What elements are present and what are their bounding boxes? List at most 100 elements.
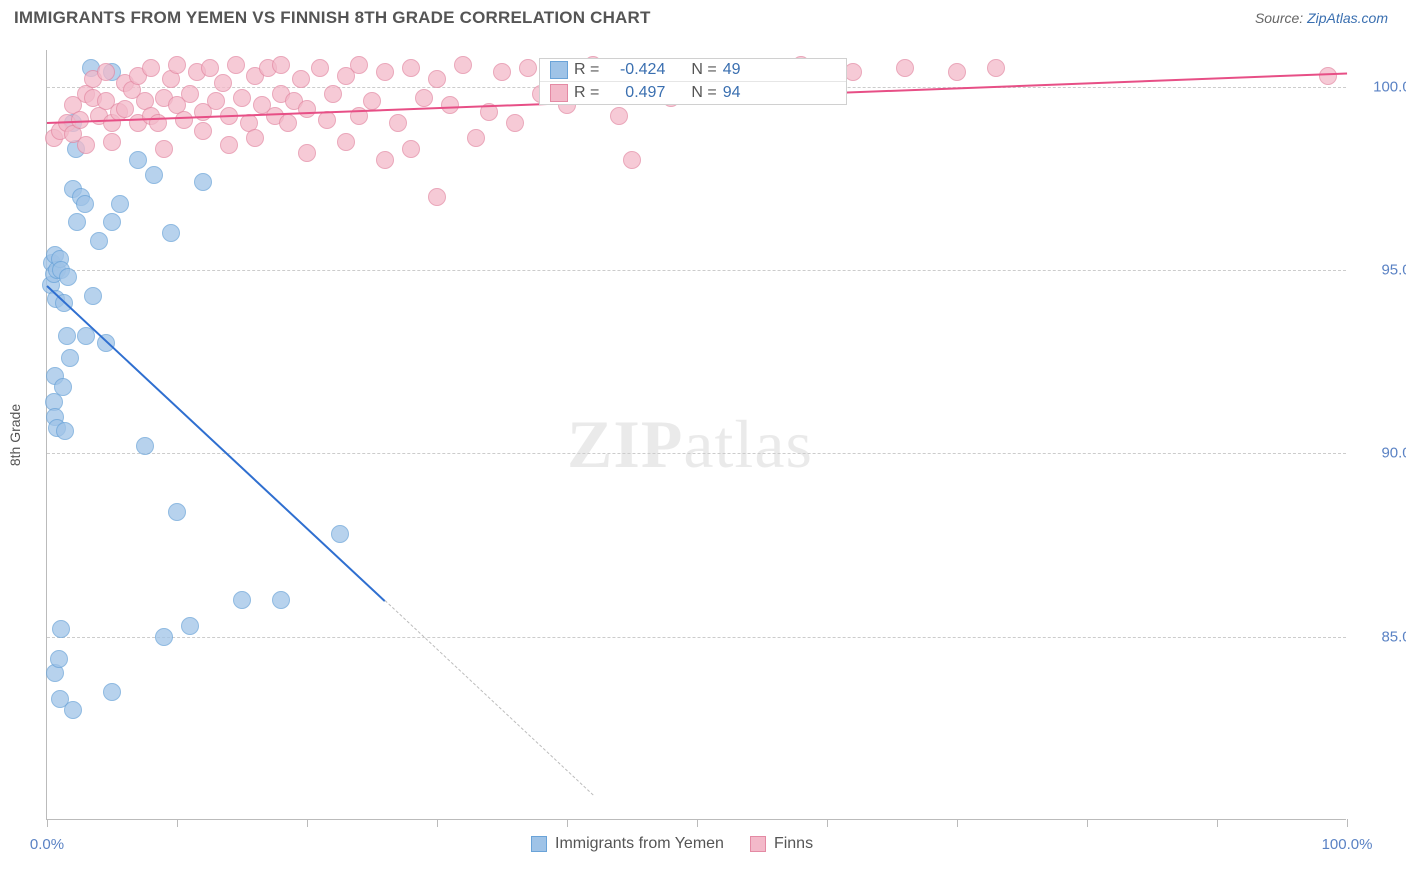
data-point — [233, 591, 251, 609]
data-point — [142, 59, 160, 77]
r-value: -0.424 — [605, 61, 665, 79]
data-point — [610, 107, 628, 125]
correlation-legend-row: R =0.497N =94 — [540, 81, 846, 104]
data-point — [162, 224, 180, 242]
data-point — [389, 114, 407, 132]
data-point — [279, 114, 297, 132]
data-point — [402, 59, 420, 77]
data-point — [58, 327, 76, 345]
data-point — [116, 100, 134, 118]
data-point — [292, 70, 310, 88]
source-prefix: Source: — [1255, 10, 1307, 26]
x-tick — [1217, 819, 1218, 827]
data-point — [272, 591, 290, 609]
data-point — [227, 56, 245, 74]
r-label: R = — [574, 84, 599, 102]
n-value: 49 — [723, 61, 741, 79]
data-point — [155, 140, 173, 158]
data-point — [103, 683, 121, 701]
data-point — [324, 85, 342, 103]
data-point — [68, 213, 86, 231]
plot-wrapper: 8th Grade ZIPatlas 85.0%90.0%95.0%100.0%… — [46, 50, 1346, 820]
data-point — [194, 122, 212, 140]
data-point — [97, 334, 115, 352]
y-tick-label: 85.0% — [1354, 628, 1406, 645]
data-point — [84, 287, 102, 305]
data-point — [441, 96, 459, 114]
chart-title: IMMIGRANTS FROM YEMEN VS FINNISH 8TH GRA… — [14, 8, 651, 27]
n-value: 94 — [723, 84, 741, 102]
x-tick — [47, 819, 48, 827]
x-tick — [697, 819, 698, 827]
correlation-legend: R =-0.424N =49R =0.497N =94 — [539, 58, 847, 105]
data-point — [90, 232, 108, 250]
y-tick-label: 100.0% — [1354, 78, 1406, 95]
n-label: N = — [691, 61, 716, 79]
legend-series-label: Finns — [774, 835, 813, 853]
data-point — [623, 151, 641, 169]
x-tick — [307, 819, 308, 827]
data-point — [136, 437, 154, 455]
data-point — [97, 63, 115, 81]
data-point — [246, 129, 264, 147]
x-tick — [827, 819, 828, 827]
watermark-rest: atlas — [683, 406, 813, 482]
watermark: ZIPatlas — [567, 405, 813, 484]
data-point — [376, 63, 394, 81]
gridline-h — [47, 270, 1346, 271]
data-point — [155, 628, 173, 646]
data-point — [103, 133, 121, 151]
legend-swatch — [550, 61, 568, 79]
gridline-h — [47, 637, 1346, 638]
data-point — [233, 89, 251, 107]
gridline-h — [47, 453, 1346, 454]
data-point — [181, 85, 199, 103]
data-point — [145, 166, 163, 184]
y-tick-label: 90.0% — [1354, 445, 1406, 462]
data-point — [987, 59, 1005, 77]
data-point — [506, 114, 524, 132]
data-point — [77, 136, 95, 154]
data-point — [168, 56, 186, 74]
data-point — [54, 378, 72, 396]
data-point — [467, 129, 485, 147]
data-point — [56, 422, 74, 440]
data-point — [415, 89, 433, 107]
y-axis-title: 8th Grade — [7, 403, 23, 465]
data-point — [194, 173, 212, 191]
data-point — [181, 617, 199, 635]
trend-line — [46, 285, 385, 602]
x-tick — [437, 819, 438, 827]
x-tick — [1087, 819, 1088, 827]
data-point — [111, 195, 129, 213]
data-point — [363, 92, 381, 110]
x-tick-label: 0.0% — [30, 836, 64, 853]
data-point — [1319, 67, 1337, 85]
data-point — [298, 100, 316, 118]
data-point — [59, 268, 77, 286]
series-legend: Immigrants from Yemen Finns — [531, 835, 813, 853]
data-point — [220, 136, 238, 154]
data-point — [52, 620, 70, 638]
chart-header: IMMIGRANTS FROM YEMEN VS FINNISH 8TH GRA… — [0, 0, 1406, 44]
data-point — [493, 63, 511, 81]
r-label: R = — [574, 61, 599, 79]
data-point — [64, 701, 82, 719]
data-point — [454, 56, 472, 74]
data-point — [350, 56, 368, 74]
data-point — [61, 349, 79, 367]
data-point — [103, 213, 121, 231]
data-point — [76, 195, 94, 213]
data-point — [402, 140, 420, 158]
r-value: 0.497 — [605, 84, 665, 102]
plot-area: 8th Grade ZIPatlas 85.0%90.0%95.0%100.0%… — [46, 50, 1346, 820]
x-tick — [567, 819, 568, 827]
legend-series-label: Immigrants from Yemen — [555, 835, 724, 853]
x-tick — [957, 819, 958, 827]
data-point — [214, 74, 232, 92]
data-point — [175, 111, 193, 129]
legend-swatch — [531, 836, 547, 852]
data-point — [948, 63, 966, 81]
data-point — [50, 650, 68, 668]
source-link[interactable]: ZipAtlas.com — [1307, 10, 1388, 26]
